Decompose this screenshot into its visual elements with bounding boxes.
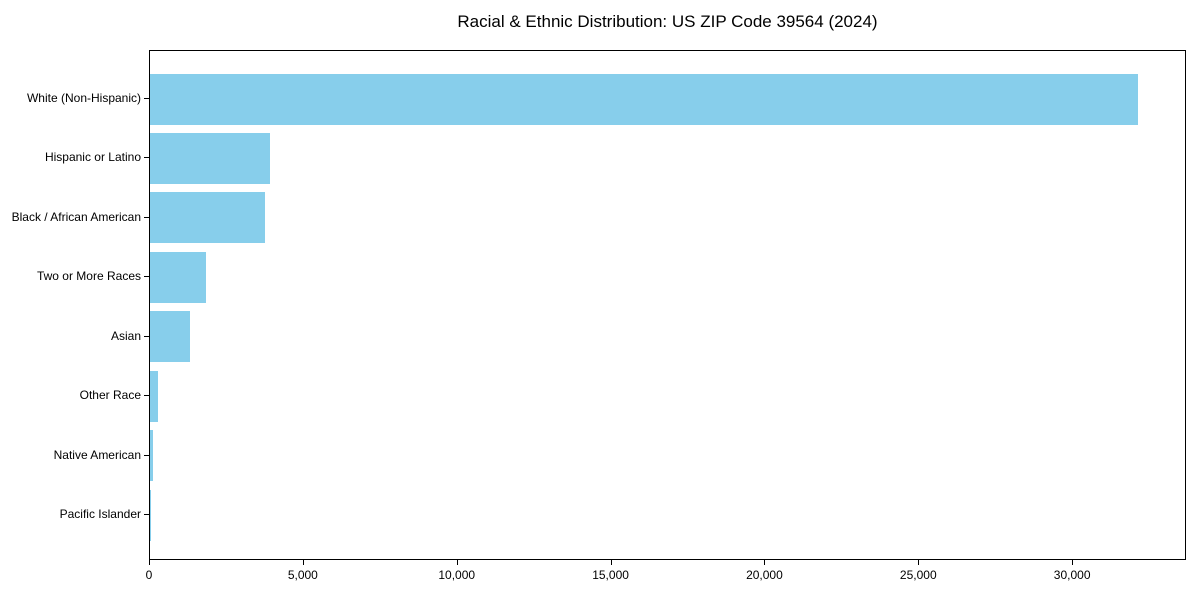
y-tick-label: Black / African American [11,209,141,224]
x-tick-label: 25,000 [899,568,937,582]
x-tick-mark [918,560,920,565]
x-tick-label: 20,000 [746,568,783,582]
y-tick-label: Pacific Islander [59,507,141,521]
x-tick-mark [302,560,304,565]
x-tick-mark [764,560,766,565]
y-tick-label: Two or More Races [36,269,141,284]
y-tick-mark [144,216,149,218]
x-tick-label: 15,000 [592,568,629,582]
y-tick-mark [144,395,149,397]
y-tick-label: Hispanic or Latino [44,150,141,165]
x-tick-label: 30,000 [1053,568,1091,582]
bar [150,251,206,303]
plot-area [149,50,1186,560]
bar [150,192,265,244]
y-tick-mark [144,335,149,337]
bar [150,73,1138,125]
x-tick-mark [149,560,150,565]
x-tick-mark [610,560,612,565]
x-tick-mark [1072,560,1074,565]
y-tick-label: White (Non-Hispanic) [26,91,141,105]
x-tick-label: 10,000 [438,568,476,582]
y-tick-mark [144,98,149,99]
y-tick-mark [144,276,149,278]
y-tick-label: Native American [53,447,141,462]
x-tick-label: 0 [145,568,153,582]
bar [150,132,270,184]
y-tick-mark [144,157,149,159]
y-tick-label: Asian [110,328,141,343]
bar [150,370,158,422]
x-tick-label: 5,000 [287,568,318,582]
x-tick-mark [456,560,458,565]
bar [150,311,190,363]
bar [150,489,151,541]
chart-title: Racial & Ethnic Distribution: US ZIP Cod… [457,12,878,31]
y-tick-mark [144,454,149,456]
y-tick-mark [144,514,149,515]
bar [150,430,154,482]
y-tick-label: Other Race [79,388,141,403]
